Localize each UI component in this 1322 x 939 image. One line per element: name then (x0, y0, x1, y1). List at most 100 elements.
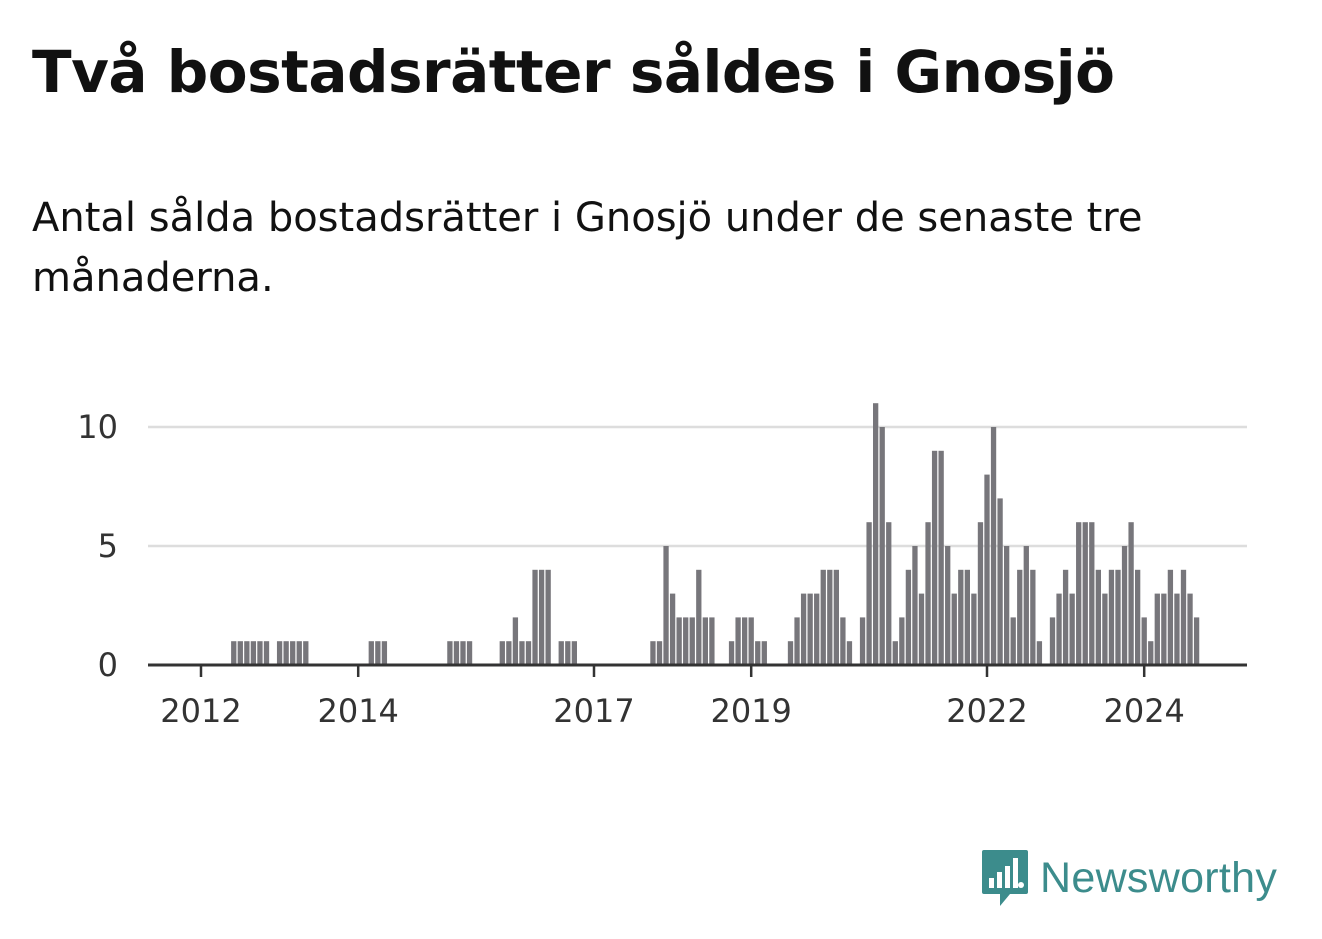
bar (997, 498, 1003, 665)
bar (971, 593, 977, 665)
bar (1148, 641, 1154, 665)
bar (519, 641, 525, 665)
bar (984, 474, 990, 665)
bar (1017, 569, 1023, 665)
bar (879, 427, 885, 665)
bar (742, 617, 748, 665)
bar (945, 546, 951, 665)
bar (1069, 593, 1075, 665)
bar (814, 593, 820, 665)
bar (794, 617, 800, 665)
newsworthy-logo: Newsworthy (980, 848, 1277, 908)
bar (512, 617, 519, 665)
bar (709, 617, 715, 665)
bar (263, 641, 270, 665)
bar (925, 522, 931, 665)
bar (820, 569, 826, 665)
bar (545, 569, 551, 665)
bar (1004, 546, 1010, 665)
bar (1082, 522, 1088, 665)
bar (833, 569, 839, 665)
bar (231, 641, 237, 665)
bar (532, 569, 538, 665)
bar (1193, 617, 1200, 665)
x-tick-label: 2024 (1103, 692, 1184, 730)
bar (905, 569, 912, 665)
bar (1030, 569, 1036, 665)
logo-text: Newsworthy (1040, 853, 1278, 902)
bar (886, 522, 892, 665)
bar (257, 641, 263, 665)
x-tick-label: 2022 (946, 692, 1027, 730)
x-axis-ticks: 2012 2014 2017 2019 2022 2024 (160, 665, 1185, 730)
bar (800, 593, 807, 665)
bar (1154, 593, 1160, 665)
bar (1141, 617, 1147, 665)
bar (958, 569, 964, 665)
bar (676, 617, 682, 665)
bar (840, 617, 846, 665)
bar (276, 641, 283, 665)
bar (787, 641, 794, 665)
bar (283, 641, 289, 665)
bar (1049, 617, 1056, 665)
bar (650, 641, 656, 665)
bar (755, 641, 761, 665)
bar (918, 593, 925, 665)
bar (931, 450, 938, 665)
bar (237, 641, 243, 665)
bar (1167, 569, 1174, 665)
bar (1010, 617, 1016, 665)
logo-icon (982, 850, 1028, 906)
bar (656, 641, 663, 665)
bar (538, 569, 545, 665)
bar (964, 569, 970, 665)
bar (250, 641, 257, 665)
bar (1174, 593, 1180, 665)
bar (873, 403, 879, 665)
bar (938, 450, 944, 665)
value-label: 2 (1232, 370, 1252, 378)
bar (866, 522, 872, 665)
x-tick-label: 2017 (553, 692, 634, 730)
bar (1161, 593, 1167, 665)
bar (1062, 569, 1069, 665)
bar (696, 569, 702, 665)
bar (290, 641, 296, 665)
bar (951, 593, 957, 665)
bar (859, 617, 866, 665)
bar (1128, 522, 1134, 665)
bar-chart: 0 5 10 2012 2014 2017 2019 2022 2024 2 (77, 370, 1258, 730)
bar (846, 641, 853, 665)
x-tick-label: 2014 (317, 692, 398, 730)
bar (303, 641, 309, 665)
bar (381, 641, 388, 665)
bar (375, 641, 381, 665)
bar (892, 641, 898, 665)
bar (296, 641, 302, 665)
y-axis-ticks: 0 5 10 (77, 408, 118, 684)
bar (1095, 569, 1101, 665)
chart-title: Två bostadsrätter såldes i Gnosjö (32, 38, 1115, 106)
bar (735, 617, 741, 665)
bar (669, 593, 676, 665)
bar (1180, 569, 1187, 665)
y-tick-label: 0 (98, 646, 118, 684)
bar (499, 641, 505, 665)
y-tick-label: 10 (77, 408, 118, 446)
bar (1102, 593, 1108, 665)
y-tick-label: 5 (98, 527, 118, 565)
bar (368, 641, 374, 665)
bar (447, 641, 453, 665)
bar (1076, 522, 1082, 665)
bar (525, 641, 532, 665)
bar (453, 641, 460, 665)
chart-subtitle: Antal sålda bostadsrätter i Gnosjö under… (32, 195, 1143, 301)
bar (663, 546, 669, 665)
bar (558, 641, 564, 665)
bar (1056, 593, 1062, 665)
bar (683, 617, 689, 665)
x-tick-label: 2012 (160, 692, 241, 730)
bar (565, 641, 571, 665)
bar (244, 641, 250, 665)
